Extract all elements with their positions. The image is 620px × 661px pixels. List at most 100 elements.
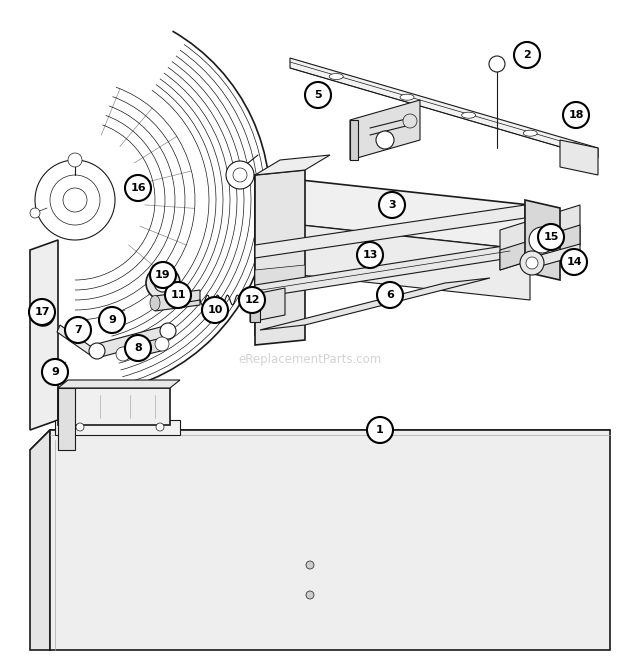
- Ellipse shape: [400, 95, 414, 100]
- Polygon shape: [155, 290, 200, 311]
- Polygon shape: [525, 200, 560, 280]
- Circle shape: [367, 417, 393, 443]
- Circle shape: [526, 257, 538, 269]
- Circle shape: [76, 423, 84, 431]
- Circle shape: [305, 82, 331, 108]
- Circle shape: [68, 153, 82, 167]
- Text: 9: 9: [51, 367, 59, 377]
- Polygon shape: [255, 170, 305, 345]
- Text: 9: 9: [108, 315, 116, 325]
- Polygon shape: [50, 430, 610, 650]
- Polygon shape: [350, 100, 420, 160]
- Polygon shape: [30, 240, 58, 430]
- Text: 6: 6: [386, 290, 394, 300]
- Circle shape: [563, 102, 589, 128]
- Circle shape: [165, 282, 191, 308]
- Text: 2: 2: [523, 50, 531, 60]
- Circle shape: [46, 364, 58, 376]
- Circle shape: [377, 282, 403, 308]
- Polygon shape: [500, 205, 580, 270]
- Text: 16: 16: [130, 183, 146, 193]
- Circle shape: [514, 42, 540, 68]
- Circle shape: [202, 297, 228, 323]
- Text: eReplacementParts.com: eReplacementParts.com: [238, 354, 382, 366]
- Text: 18: 18: [569, 110, 584, 120]
- Circle shape: [538, 224, 564, 250]
- Circle shape: [35, 160, 115, 240]
- Circle shape: [146, 266, 180, 300]
- Circle shape: [306, 591, 314, 599]
- Polygon shape: [255, 265, 305, 295]
- Polygon shape: [260, 278, 490, 330]
- Text: 10: 10: [207, 305, 223, 315]
- Polygon shape: [500, 225, 580, 270]
- Polygon shape: [55, 420, 180, 435]
- Circle shape: [156, 423, 164, 431]
- Circle shape: [89, 343, 105, 359]
- Polygon shape: [58, 380, 180, 388]
- Circle shape: [403, 114, 417, 128]
- Circle shape: [103, 310, 117, 324]
- Polygon shape: [30, 430, 50, 650]
- Circle shape: [489, 56, 505, 72]
- Polygon shape: [30, 430, 610, 450]
- Text: 19: 19: [155, 270, 171, 280]
- Ellipse shape: [566, 143, 580, 149]
- Polygon shape: [255, 220, 530, 300]
- Text: 14: 14: [566, 257, 582, 267]
- Text: 12: 12: [244, 295, 260, 305]
- Circle shape: [50, 175, 100, 225]
- Circle shape: [154, 274, 172, 292]
- Ellipse shape: [523, 130, 538, 136]
- Text: 1: 1: [376, 425, 384, 435]
- Circle shape: [116, 347, 130, 361]
- Circle shape: [160, 323, 176, 339]
- Circle shape: [155, 337, 169, 351]
- Polygon shape: [255, 205, 525, 258]
- Circle shape: [306, 561, 314, 569]
- Polygon shape: [255, 155, 330, 175]
- Polygon shape: [58, 388, 75, 450]
- Circle shape: [125, 335, 151, 361]
- Circle shape: [65, 317, 91, 343]
- Polygon shape: [93, 325, 172, 358]
- Circle shape: [150, 262, 176, 288]
- Text: 17: 17: [34, 307, 50, 317]
- Polygon shape: [530, 244, 580, 269]
- Polygon shape: [57, 325, 93, 355]
- Circle shape: [99, 307, 125, 333]
- Text: 3: 3: [388, 200, 396, 210]
- Ellipse shape: [462, 112, 476, 118]
- Text: 7: 7: [74, 325, 82, 335]
- Text: 8: 8: [134, 343, 142, 353]
- Circle shape: [226, 161, 254, 189]
- Circle shape: [376, 131, 394, 149]
- Circle shape: [32, 304, 54, 326]
- Circle shape: [239, 287, 265, 313]
- Text: 5: 5: [314, 90, 322, 100]
- Text: 11: 11: [170, 290, 186, 300]
- Circle shape: [379, 192, 405, 218]
- Text: 15: 15: [543, 232, 559, 242]
- Polygon shape: [250, 295, 260, 322]
- Circle shape: [42, 359, 68, 385]
- Polygon shape: [120, 338, 165, 360]
- Text: 13: 13: [362, 250, 378, 260]
- Circle shape: [529, 227, 555, 253]
- Circle shape: [520, 251, 544, 275]
- Circle shape: [561, 249, 587, 275]
- Polygon shape: [58, 388, 170, 425]
- Ellipse shape: [150, 295, 160, 311]
- Polygon shape: [255, 245, 510, 298]
- Circle shape: [30, 208, 40, 218]
- Circle shape: [233, 168, 247, 182]
- Polygon shape: [560, 140, 598, 175]
- Circle shape: [125, 175, 151, 201]
- Circle shape: [34, 306, 42, 314]
- Polygon shape: [250, 288, 285, 322]
- Ellipse shape: [329, 73, 343, 79]
- Circle shape: [357, 242, 383, 268]
- Circle shape: [63, 188, 87, 212]
- Polygon shape: [255, 175, 530, 250]
- Circle shape: [29, 299, 55, 325]
